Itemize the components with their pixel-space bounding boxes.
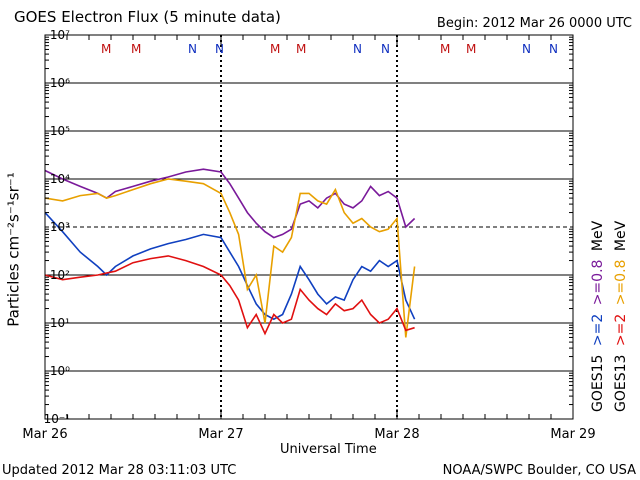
x-axis-label: Universal Time: [280, 442, 377, 457]
y-tick-label: 10²: [49, 268, 70, 282]
legend-goes15-unit: MeV: [590, 220, 606, 252]
legend-goes15-e1: >=2: [590, 313, 606, 347]
series-goes13-ge08: [44, 178, 416, 338]
marker-m: M: [440, 42, 451, 56]
updated-timestamp: Updated 2012 Mar 28 03:11:03 UTC: [2, 463, 237, 478]
marker-n: N: [215, 42, 224, 56]
legend-goes13-e1: >=2: [613, 313, 629, 347]
series-goes13-ge2: [44, 255, 415, 336]
x-tick-label: Mar 26: [22, 427, 68, 442]
plot-frame: [44, 34, 574, 420]
chart-series: [44, 168, 416, 338]
x-tick-label: Mar 28: [374, 427, 420, 442]
legend-goes15-label: GOES15: [590, 354, 606, 412]
marker-n: N: [522, 42, 531, 56]
marker-n: N: [381, 42, 390, 56]
y-tick-label: 10³: [49, 220, 70, 234]
legend-goes15-e2: >=0.8: [590, 259, 606, 306]
y-tick-label: 10⁰: [49, 364, 70, 378]
y-tick-label: 10⁻¹: [43, 412, 70, 426]
marker-n: N: [188, 42, 197, 56]
y-tick-label: 10⁶: [49, 76, 70, 90]
marker-m: M: [296, 42, 307, 56]
marker-m: M: [101, 42, 112, 56]
credit-text: NOAA/SWPC Boulder, CO USA: [442, 463, 636, 478]
marker-n: N: [549, 42, 558, 56]
series-goes15-ge08: [44, 168, 416, 239]
series-goes15-ge2: [44, 212, 416, 321]
x-tick-label: Mar 29: [550, 427, 596, 442]
marker-m: M: [270, 42, 281, 56]
legend-goes13: GOES13 >=2 >=0.8 MeV: [613, 217, 629, 412]
begin-time: Begin: 2012 Mar 26 0000 UTC: [436, 16, 632, 31]
chart-grid: [45, 34, 573, 420]
legend-goes13-label: GOES13: [613, 354, 629, 412]
y-tick-label: 10¹: [49, 316, 70, 330]
legend-goes15: GOES15 >=2 >=0.8 MeV: [590, 217, 606, 412]
marker-m: M: [131, 42, 142, 56]
legend-goes13-unit: MeV: [613, 220, 629, 252]
marker-m: M: [466, 42, 477, 56]
y-axis-label: Particles cm⁻²s⁻¹sr⁻¹: [4, 172, 23, 327]
x-tick-label: Mar 27: [198, 427, 244, 442]
legend-goes13-e2: >=0.8: [613, 259, 629, 306]
y-tick-label: 10⁴: [49, 172, 70, 186]
y-tick-label: 10⁵: [49, 124, 70, 138]
marker-n: N: [353, 42, 362, 56]
chart-title: GOES Electron Flux (5 minute data): [14, 8, 281, 26]
y-tick-label: 10⁷: [49, 28, 70, 42]
